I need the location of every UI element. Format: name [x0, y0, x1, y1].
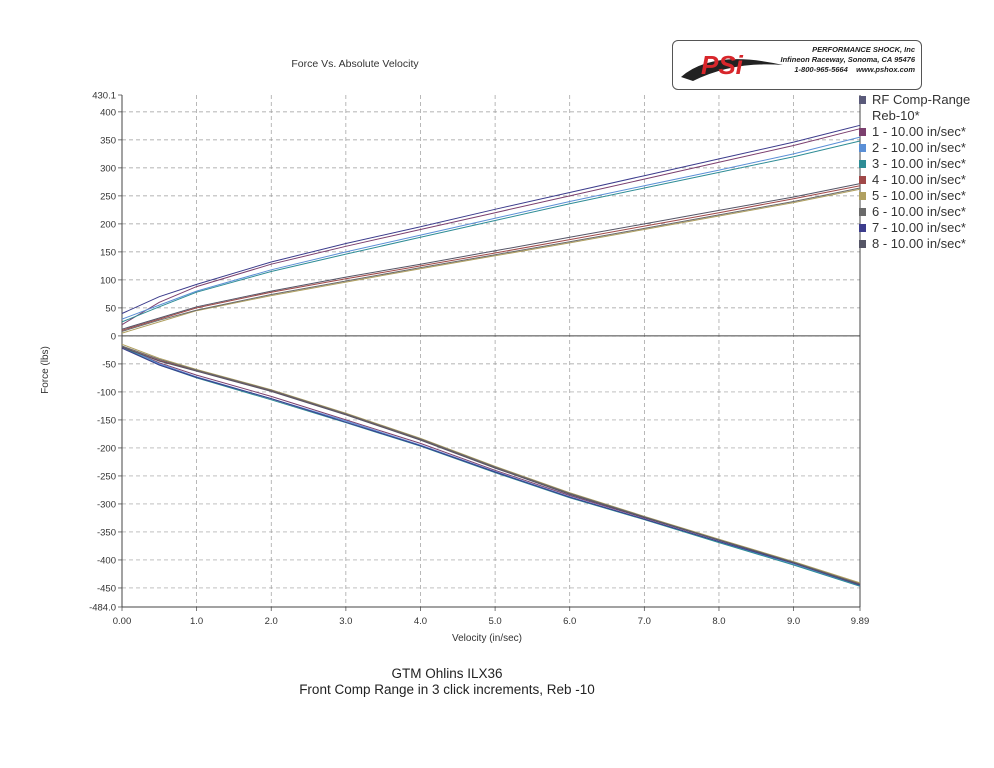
legend-label: 7 - 10.00 in/sec*	[872, 220, 966, 235]
logo-contact-block: PERFORMANCE SHOCK, Inc Infineon Raceway,…	[769, 45, 916, 75]
y-tick-label: -350	[97, 527, 116, 538]
y-tick-label: 150	[100, 247, 116, 258]
legend-swatch	[859, 208, 866, 216]
x-tick-label: 5.0	[488, 616, 501, 627]
x-tick-label: 1.0	[190, 616, 203, 627]
series-2	[121, 136, 861, 587]
grid-lines	[122, 95, 860, 607]
y-tick-label: 430.1	[92, 91, 116, 102]
y-tick-label: -300	[97, 499, 116, 510]
x-tick-label: 6.0	[563, 616, 576, 627]
x-axis-label: Velocity (in/sec)	[452, 633, 522, 644]
legend-swatch	[859, 192, 866, 200]
series-5	[121, 188, 861, 584]
chart-legend: RF Comp-Range Reb-10* 1 - 10.00 in/sec* 2…	[858, 92, 988, 252]
y-tick-label: -250	[97, 471, 116, 482]
x-tick-label: 4.0	[414, 616, 427, 627]
legend-label: 1 - 10.00 in/sec*	[872, 124, 966, 139]
series-2-comp-line	[121, 136, 861, 320]
legend-item-3: 3 - 10.00 in/sec*	[858, 156, 988, 172]
legend-swatch	[859, 160, 866, 168]
series-7	[121, 124, 861, 586]
legend-title: RF Comp-Range Reb-10*	[858, 92, 988, 124]
y-tick-label: 200	[100, 219, 116, 230]
legend-label: 6 - 10.00 in/sec*	[872, 204, 966, 219]
y-tick-label: 350	[100, 135, 116, 146]
y-tick-label: 300	[100, 163, 116, 174]
series-6	[121, 187, 861, 585]
y-tick-label: 50	[105, 303, 116, 314]
series-6-comp-line	[121, 187, 861, 332]
series-8-reb-line	[121, 346, 861, 586]
series-2-reb-line	[121, 345, 861, 587]
series-3	[121, 140, 861, 587]
legend-label: 3 - 10.00 in/sec*	[872, 156, 966, 171]
legend-swatch	[859, 144, 866, 152]
legend-label: 8 - 10.00 in/sec*	[872, 236, 966, 251]
y-tick-label: -450	[97, 583, 116, 594]
x-tick-label: 9.0	[787, 616, 800, 627]
psi-logo: PSi PERFORMANCE SHOCK, Inc Infineon Race…	[672, 40, 922, 90]
series-5-comp-line	[121, 188, 861, 334]
legend-swatch	[859, 240, 866, 248]
legend-item-7: 7 - 10.00 in/sec*	[858, 220, 988, 236]
legend-swatch	[859, 176, 866, 184]
x-tick-label: 7.0	[638, 616, 651, 627]
tick-labels: 430.1 400 350 300 250 200 150 100 50 0 -50 -100 -150…	[89, 91, 869, 628]
logo-contact: 1-800-965-5664 www.pshox.com	[794, 65, 915, 74]
x-tick-label: 9.89	[851, 616, 870, 627]
y-tick-label: 250	[100, 191, 116, 202]
legend-item-4: 4 - 10.00 in/sec*	[858, 172, 988, 188]
y-tick-label: -150	[97, 415, 116, 426]
chart-title: Force Vs. Absolute Velocity	[291, 58, 419, 70]
series-4-comp-line	[121, 185, 861, 331]
x-tick-label: 2.0	[265, 616, 278, 627]
y-tick-label: 0	[111, 331, 116, 342]
y-tick-label: -100	[97, 387, 116, 398]
y-tick-label: -400	[97, 555, 116, 566]
x-tick-label: 8.0	[712, 616, 725, 627]
legend-title-swatch	[859, 96, 866, 104]
series-8	[121, 183, 861, 586]
series-4	[121, 185, 861, 584]
y-tick-label: -484.0	[89, 603, 116, 614]
legend-swatch	[859, 128, 866, 136]
legend-item-5: 5 - 10.00 in/sec*	[858, 188, 988, 204]
legend-swatch	[859, 224, 866, 232]
series-8-comp-line	[121, 183, 861, 330]
y-axis-label: Force (lbs)	[40, 346, 51, 394]
legend-title-text: RF Comp-Range Reb-10*	[872, 92, 971, 123]
psi-logo-mark: PSi	[681, 50, 783, 81]
legend-item-1: 1 - 10.00 in/sec*	[858, 124, 988, 140]
caption-line-2: Front Comp Range in 3 click increments, …	[299, 682, 595, 697]
axes	[118, 94, 861, 611]
legend-item-2: 2 - 10.00 in/sec*	[858, 140, 988, 156]
legend-label: 5 - 10.00 in/sec*	[872, 188, 966, 203]
y-tick-label: -50	[102, 359, 116, 370]
psi-logo-letters: PSi	[701, 50, 744, 80]
x-tick-label: 0.00	[113, 616, 132, 627]
series-3-comp-line	[121, 140, 861, 323]
series-1-comp-line	[121, 128, 861, 326]
logo-address: Infineon Raceway, Sonoma, CA 95476	[780, 55, 916, 64]
y-tick-label: 100	[100, 275, 116, 286]
y-tick-label: 400	[100, 107, 116, 118]
caption-line-1: GTM Ohlins ILX36	[391, 666, 503, 681]
x-tick-label: 3.0	[339, 616, 352, 627]
logo-company: PERFORMANCE SHOCK, Inc	[812, 45, 915, 54]
legend-item-8: 8 - 10.00 in/sec*	[858, 236, 988, 252]
legend-label: 4 - 10.00 in/sec*	[872, 172, 966, 187]
legend-label: 2 - 10.00 in/sec*	[872, 140, 966, 155]
series-lines	[121, 124, 861, 587]
figure-caption: GTM Ohlins ILX36 Front Comp Range in 3 c…	[0, 666, 894, 698]
series-7-reb-line	[121, 347, 861, 586]
series-7-comp-line	[121, 124, 861, 314]
legend-item-6: 6 - 10.00 in/sec*	[858, 204, 988, 220]
series-5-reb-line	[121, 343, 861, 584]
series-1	[121, 128, 861, 586]
y-tick-label: -200	[97, 443, 116, 454]
